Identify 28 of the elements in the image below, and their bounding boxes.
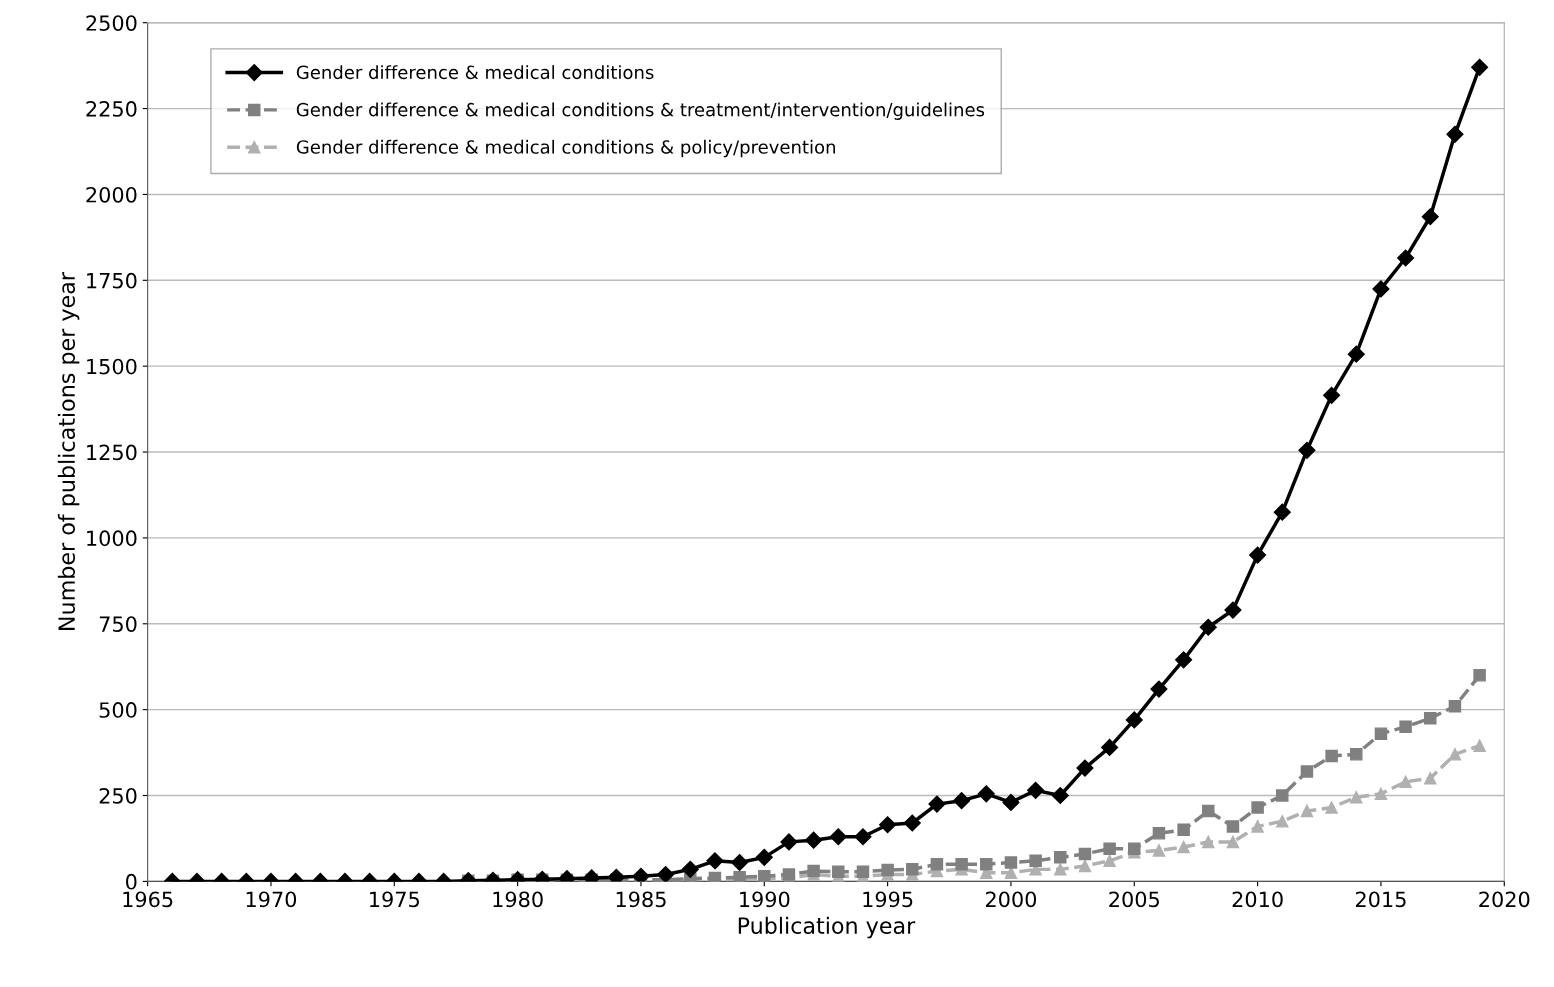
x-tick-label: 2015	[1355, 891, 1406, 908]
y-tick-label: 750	[99, 616, 137, 632]
x-tick-label: 1975	[370, 891, 419, 908]
legend-label: Gender difference & medical conditions & policy/prevention	[296, 139, 835, 158]
y-tick-label: 1000	[87, 530, 137, 547]
x-tick-label: 2020	[1479, 891, 1530, 908]
x-tick-label: 2005	[1109, 891, 1159, 908]
x-tick-label: 2000	[985, 891, 1037, 908]
legend-label: Gender difference & medical conditions & treatment/intervention/guidelines	[296, 102, 985, 120]
y-tick-label: 1500	[87, 358, 137, 375]
x-tick-label: 1970	[246, 891, 297, 908]
x-tick-label: 1985	[616, 891, 666, 908]
y-tick-label: 500	[99, 702, 137, 718]
y-tick-label: 1250	[87, 444, 137, 461]
x-tick-label: 1990	[740, 891, 790, 908]
y-tick-label: 2500	[86, 15, 137, 31]
y-tick-label: 0	[126, 873, 137, 890]
x-axis-title: Publication year	[738, 916, 916, 939]
x-tick-label: 2010	[1232, 891, 1283, 908]
y-tick-label: 250	[99, 787, 137, 804]
legend-label: Gender difference & medical conditions	[296, 65, 654, 80]
x-tick-label: 1965	[123, 891, 173, 908]
y-tick-label: 2000	[86, 186, 137, 203]
y-axis-title: Number of publications per year	[57, 272, 80, 630]
y-tick-label: 1750	[87, 272, 137, 289]
y-tick-label: 2250	[86, 101, 137, 117]
x-tick-label: 1995	[863, 891, 913, 908]
x-tick-label: 1980	[493, 891, 543, 908]
